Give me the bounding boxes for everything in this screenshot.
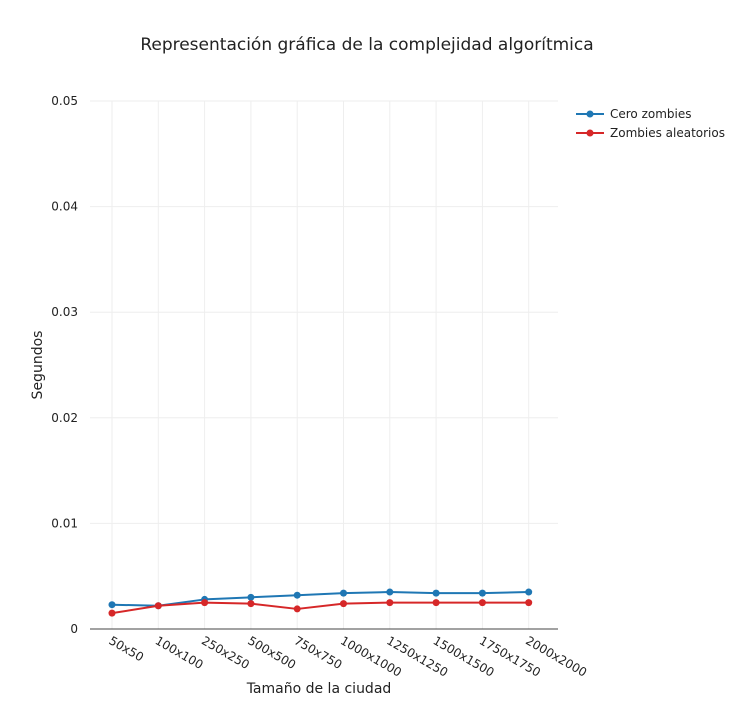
data-point[interactable]: [293, 605, 301, 613]
legend-item[interactable]: Zombies aleatorios: [576, 126, 725, 140]
data-point[interactable]: [201, 599, 209, 607]
data-point[interactable]: [108, 601, 116, 609]
legend-swatch-marker: [586, 110, 594, 118]
y-axis-title: Segundos: [30, 331, 46, 400]
legend-label: Cero zombies: [610, 107, 692, 121]
y-tick-label: 0.01: [51, 516, 78, 530]
data-point[interactable]: [432, 599, 440, 607]
x-tick-label: 250x250: [199, 633, 252, 672]
y-tick-label: 0.04: [51, 200, 78, 214]
legend-item[interactable]: Cero zombies: [576, 107, 692, 121]
data-point[interactable]: [525, 599, 533, 607]
legend-label: Zombies aleatorios: [610, 126, 725, 140]
data-point[interactable]: [154, 602, 162, 610]
x-tick-label: 50x50: [107, 633, 147, 664]
data-point[interactable]: [386, 588, 394, 596]
chart-title: Representación gráfica de la complejidad…: [140, 35, 593, 55]
data-point[interactable]: [478, 599, 486, 607]
data-point[interactable]: [108, 609, 116, 617]
x-tick-label: 100x100: [153, 633, 206, 672]
data-point[interactable]: [247, 593, 255, 601]
y-tick-label: 0.05: [51, 94, 78, 108]
series-layer: [108, 588, 533, 617]
grid: [90, 100, 558, 629]
y-tick-label: 0.03: [51, 305, 78, 319]
data-point[interactable]: [478, 589, 486, 597]
series-line: [111, 601, 529, 615]
series-line: [111, 591, 529, 607]
data-point[interactable]: [525, 588, 533, 596]
x-tick-label: 750x750: [292, 633, 345, 672]
data-point[interactable]: [247, 600, 255, 608]
legend-swatch-marker: [586, 129, 594, 137]
data-point[interactable]: [340, 600, 347, 608]
y-tick-label: 0: [70, 622, 78, 636]
data-point[interactable]: [386, 599, 394, 607]
legend: Cero zombies Zombies aleatorios: [576, 107, 725, 140]
data-point[interactable]: [340, 589, 347, 597]
x-axis-title: Tamaño de la ciudad: [246, 681, 392, 697]
data-point[interactable]: [432, 589, 440, 597]
data-point[interactable]: [293, 591, 301, 599]
series-zombies-aleatorios: [108, 599, 533, 617]
y-tick-label: 0.02: [51, 411, 78, 425]
x-tick-label: 500x500: [245, 633, 298, 672]
